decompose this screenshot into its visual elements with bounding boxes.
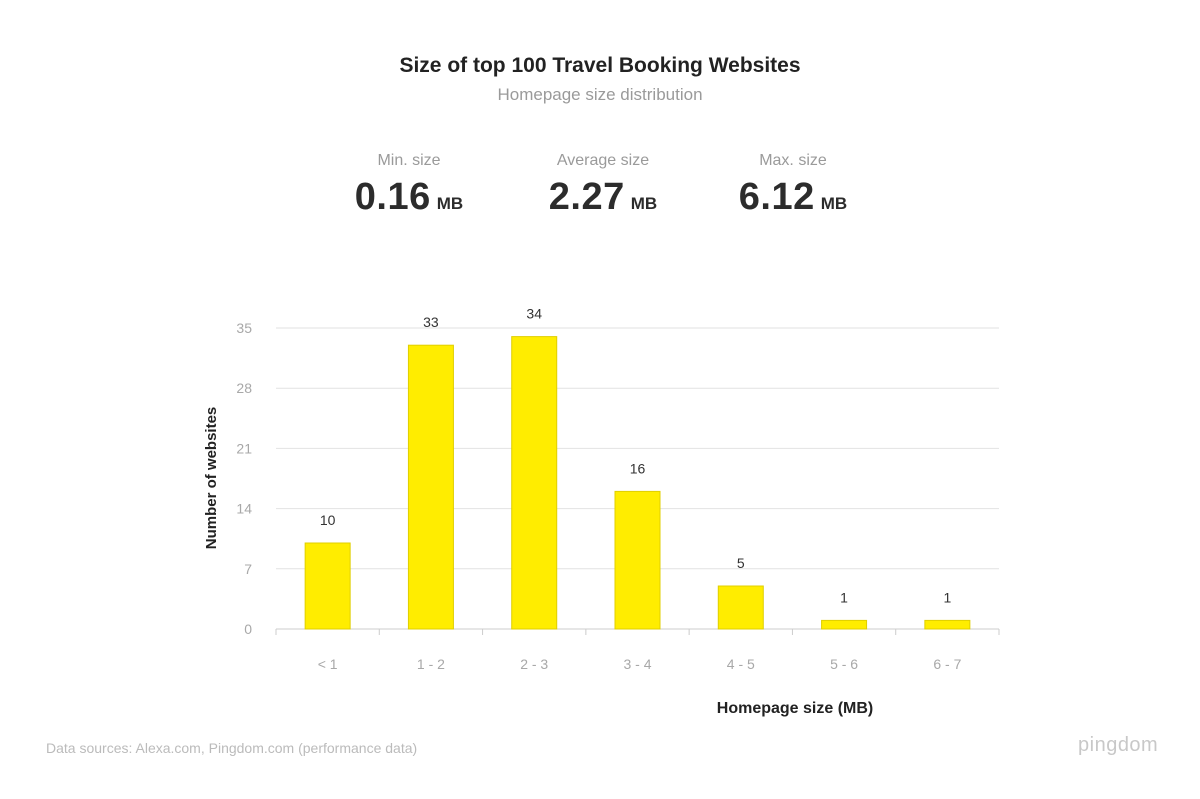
- pingdom-logo: pingdom: [1078, 734, 1159, 756]
- bar-value-label: 1: [943, 589, 951, 605]
- bar: [924, 619, 971, 630]
- stat-min-size: Min. size 0.16 MB: [299, 152, 519, 219]
- bar: [821, 619, 868, 630]
- stat-max-unit: MB: [820, 194, 848, 213]
- x-tick-label: 6 - 7: [933, 656, 961, 672]
- y-axis-title: Number of websites: [203, 407, 220, 550]
- stat-max-size: Max. size 6.12 MB: [683, 152, 903, 219]
- y-tick-label: 7: [244, 561, 252, 577]
- stat-average-label: Average size: [556, 152, 650, 169]
- bar: [717, 585, 764, 630]
- stat-max-value: 6.12: [738, 176, 815, 218]
- bar: [407, 344, 454, 630]
- x-tick-label: 5 - 6: [830, 656, 858, 672]
- bar: [511, 336, 558, 630]
- stat-min-value: 0.16: [354, 176, 431, 218]
- stat-average-value: 2.27: [548, 176, 625, 218]
- y-tick-label: 21: [236, 440, 252, 456]
- bar-value-label: 5: [737, 555, 745, 571]
- bar-value-label: 10: [320, 512, 336, 528]
- x-tick-label: 4 - 5: [727, 656, 755, 672]
- bar-value-label: 33: [423, 314, 439, 330]
- chart-title: Size of top 100 Travel Booking Websites: [399, 54, 801, 77]
- x-tick-label: 1 - 2: [417, 656, 445, 672]
- stat-average-unit: MB: [630, 194, 658, 213]
- x-tick-label: 2 - 3: [520, 656, 548, 672]
- x-tick-label: < 1: [318, 656, 338, 672]
- y-tick-label: 35: [236, 320, 252, 336]
- stat-max-label: Max. size: [759, 152, 827, 169]
- y-tick-label: 0: [244, 621, 252, 637]
- bar-value-label: 16: [630, 460, 646, 476]
- data-source-note: Data sources: Alexa.com, Pingdom.com (pe…: [46, 740, 418, 756]
- chart-subtitle: Homepage size distribution: [497, 85, 703, 104]
- bar-value-label: 34: [526, 306, 542, 322]
- x-tick-label: 3 - 4: [623, 656, 651, 672]
- bar: [614, 490, 661, 630]
- stat-min-label: Min. size: [377, 152, 441, 169]
- bar-value-label: 1: [840, 589, 848, 605]
- y-tick-label: 28: [236, 380, 252, 396]
- x-axis-title: Homepage size (MB): [717, 700, 873, 717]
- bar: [304, 542, 351, 630]
- stat-average-size: Average size 2.27 MB: [493, 152, 713, 219]
- y-tick-label: 14: [236, 501, 252, 517]
- stat-min-unit: MB: [436, 194, 464, 213]
